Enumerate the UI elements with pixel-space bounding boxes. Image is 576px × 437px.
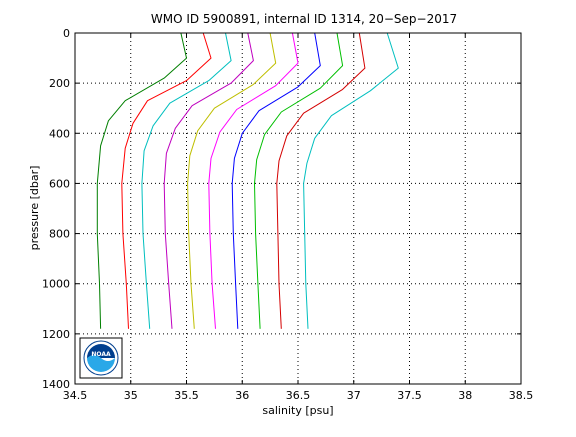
noaa-logo-wave-icon [87, 355, 115, 372]
profile-line-10 [303, 32, 399, 329]
profile-line-7 [231, 32, 321, 329]
x-tick-label: 35 [124, 389, 138, 402]
y-tick-label: 800 [49, 228, 70, 241]
x-tick-label: 35.5 [174, 389, 199, 402]
x-tick-label: 34.5 [63, 389, 88, 402]
noaa-logo-top [87, 344, 115, 358]
x-tick-label: 37.5 [397, 389, 422, 402]
profile-line-2 [121, 32, 212, 329]
profile-line-6 [208, 32, 299, 329]
chart-title: WMO ID 5900891, internal ID 1314, 20−Sep… [151, 12, 457, 26]
x-tick-label: 36.5 [286, 389, 311, 402]
y-tick-label: 400 [49, 127, 70, 140]
y-tick-label: 1000 [42, 278, 70, 291]
y-tick-label: 0 [63, 27, 70, 40]
profile-line-8 [254, 32, 344, 329]
x-tick-label: 36 [235, 389, 249, 402]
profile-line-3 [141, 32, 232, 329]
x-tick-label: 38 [458, 389, 472, 402]
x-axis-label: salinity [psu] [262, 404, 333, 417]
x-tick-label: 38.5 [509, 389, 534, 402]
y-tick-label: 1400 [42, 378, 70, 391]
y-tick-label: 1200 [42, 328, 70, 341]
profile-line-9 [276, 32, 366, 329]
noaa-logo: NOAA [79, 337, 123, 379]
noaa-logo-text: NOAA [91, 351, 111, 358]
axis-ticks: 34.5 35 35.5 36 36.5 37 37.5 38 38.5 0 200 400 600 80… [42, 27, 533, 402]
y-tick-label: 200 [49, 77, 70, 90]
series-lines [96, 32, 399, 329]
y-tick-label: 600 [49, 177, 70, 190]
grid-lines [75, 33, 521, 384]
profile-line-5 [187, 32, 277, 329]
profile-line-1 [96, 32, 187, 329]
x-tick-label: 37 [347, 389, 361, 402]
y-axis-label: pressure [dbar] [28, 166, 41, 251]
profile-line-4 [163, 32, 254, 329]
